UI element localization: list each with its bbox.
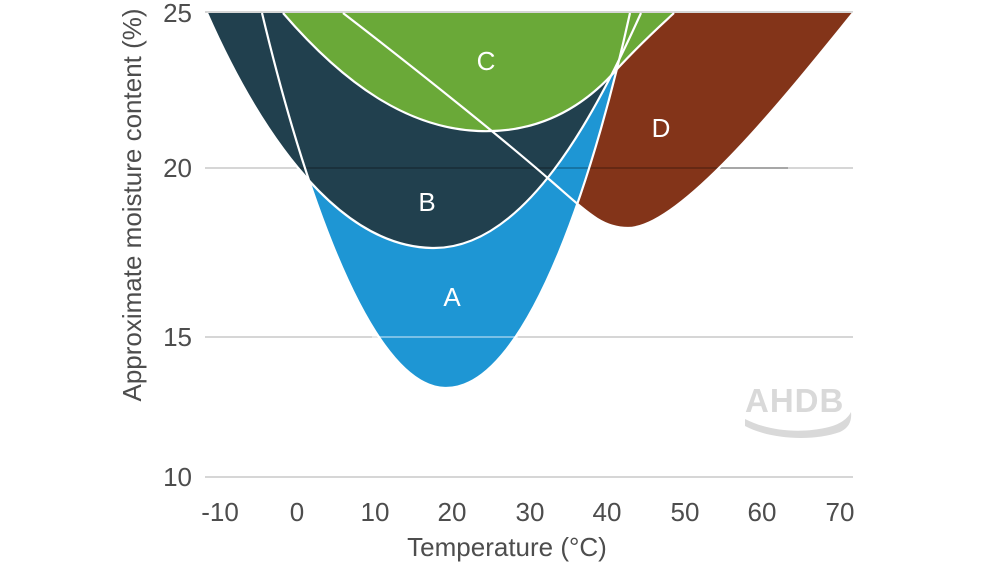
x-tick-0: 0 xyxy=(290,497,304,527)
region-labels: A B C D xyxy=(418,46,670,312)
region-c-outline xyxy=(282,12,675,133)
y-tick-25: 25 xyxy=(163,0,192,28)
region-fills xyxy=(207,13,853,389)
region-b-label: B xyxy=(418,187,435,217)
watermark: AHDB xyxy=(745,382,852,438)
x-tick-10: 10 xyxy=(361,497,390,527)
watermark-wave-icon xyxy=(745,412,852,438)
y-tick-10: 10 xyxy=(163,462,192,492)
region-d-outline xyxy=(342,12,854,230)
y-axis-title: Approximate moisture content (%) xyxy=(117,8,147,401)
region-a-label: A xyxy=(443,282,461,312)
x-tick-30: 30 xyxy=(516,497,545,527)
region-c-label: C xyxy=(477,46,496,76)
x-tick-70: 70 xyxy=(826,497,855,527)
x-tick-60: 60 xyxy=(748,497,777,527)
region-d-label: D xyxy=(652,113,671,143)
x-tick-neg10: -10 xyxy=(201,497,239,527)
x-tick-20: 20 xyxy=(438,497,467,527)
y-tick-20: 20 xyxy=(163,153,192,183)
x-axis-title: Temperature (°C) xyxy=(407,532,607,562)
gridline-overlays xyxy=(300,167,788,338)
region-a-outline xyxy=(260,12,632,390)
y-tick-15: 15 xyxy=(163,322,192,352)
x-tick-40: 40 xyxy=(593,497,622,527)
x-axis-ticks: -10 0 10 20 30 40 50 60 70 xyxy=(201,497,854,527)
y-axis-ticks: 25 20 15 10 xyxy=(163,0,192,492)
region-outlines xyxy=(205,12,854,390)
region-b-outline xyxy=(205,12,643,250)
watermark-text: AHDB xyxy=(745,382,844,419)
x-tick-50: 50 xyxy=(671,497,700,527)
